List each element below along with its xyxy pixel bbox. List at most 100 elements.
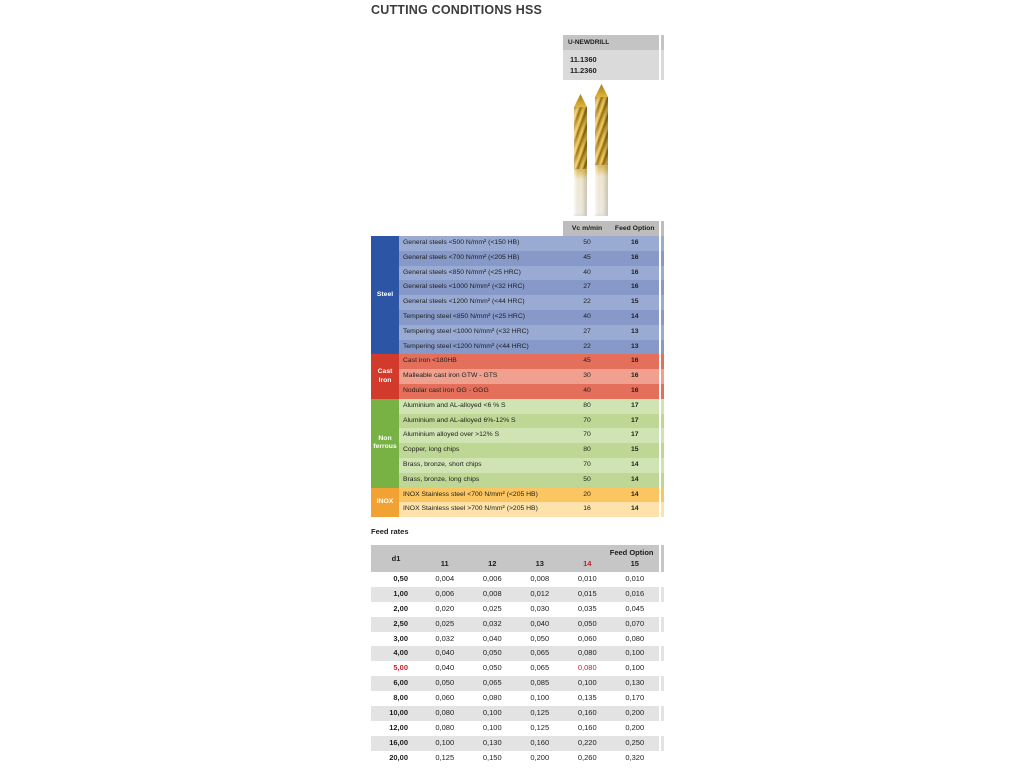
vc-column-header: Vc m/min (571, 225, 603, 232)
d1-value: 5,00 (371, 661, 421, 677)
vc-value: 70 (563, 428, 611, 444)
next-column-sliver (660, 443, 664, 458)
feed-rate-value: 0,030 (516, 601, 564, 617)
material-row: Cast iron <180HB 45 16 (371, 354, 664, 370)
next-column-sliver (660, 236, 664, 251)
next-column-sliver (660, 750, 664, 766)
feed-rate-value: 0,025 (468, 601, 516, 617)
d1-value: 2,50 (371, 616, 421, 632)
material-description: INOX Stainless steel <700 N/mm² (<205 HB… (399, 487, 563, 503)
feed-option-value: 14 (611, 487, 659, 503)
feed-rate-value: 0,160 (563, 706, 611, 721)
next-column-sliver (660, 221, 664, 236)
d1-value: 20,00 (371, 750, 421, 766)
next-column-sliver (660, 676, 664, 692)
material-row: INOX Stainless steel >700 N/mm² (>205 HB… (371, 502, 664, 518)
feed-rate-value: 0,010 (611, 572, 659, 587)
feed-rate-value: 0,006 (468, 572, 516, 587)
feed-rate-value: 0,100 (611, 646, 659, 662)
next-column-sliver (660, 339, 664, 355)
material-row: Nodular cast iron GG - GGG 40 16 (371, 383, 664, 399)
material-description: Malleable cast iron GTW - GTS (399, 369, 563, 384)
feed-rate-value: 0,065 (516, 661, 564, 677)
vc-value: 27 (563, 280, 611, 296)
vc-value: 80 (563, 398, 611, 414)
feed-option-value: 16 (611, 383, 659, 399)
feed-rate-value: 0,250 (611, 735, 659, 751)
material-row: General steels <1200 N/mm² (<44 HRC) 22 15 (371, 295, 664, 310)
material-row: Copper, long chips 80 15 (371, 443, 664, 458)
next-column-sliver (660, 487, 664, 503)
next-column-sliver (660, 572, 664, 587)
feed-rate-value: 0,135 (563, 691, 611, 707)
feed-rate-value: 0,050 (563, 616, 611, 632)
feed-rates-rows: 0,50 0,004 0,006 0,008 0,010 0,010 1,00 0,006 0,… (371, 572, 664, 766)
material-description: General steels <500 N/mm² (<150 HB) (399, 236, 563, 251)
feed-rate-row: 2,50 0,025 0,032 0,040 0,050 0,070 (371, 616, 664, 632)
material-row: General steels <850 N/mm² (<25 HRC) 40 16 (371, 265, 664, 281)
next-column-sliver (660, 691, 664, 707)
next-column-sliver (660, 631, 664, 647)
feed-option-value: 14 (611, 309, 659, 325)
feed-rate-value: 0,130 (468, 735, 516, 751)
next-column-sliver (660, 398, 664, 414)
feed-rate-value: 0,125 (516, 706, 564, 721)
feed-rate-row: 16,00 0,100 0,130 0,160 0,220 0,250 (371, 735, 664, 751)
feed-rate-value: 0,100 (563, 676, 611, 692)
feed-rate-value: 0,150 (468, 750, 516, 766)
d1-value: 0,50 (371, 572, 421, 587)
drill-tip (574, 94, 587, 107)
product-image (563, 80, 659, 221)
drill-shank (595, 165, 608, 216)
feed-rate-value: 0,080 (563, 661, 611, 677)
feed-rate-value: 0,220 (563, 735, 611, 751)
vc-value: 40 (563, 265, 611, 281)
d1-value: 6,00 (371, 676, 421, 692)
feed-option-value: 17 (611, 428, 659, 444)
feed-rate-value: 0,008 (468, 586, 516, 602)
feed-rate-value: 0,004 (421, 572, 469, 587)
feed-option-value: 14 (611, 502, 659, 518)
vc-value: 45 (563, 354, 611, 370)
next-column-sliver (660, 354, 664, 370)
feed-option-value: 17 (611, 413, 659, 429)
drill-bit-image (574, 94, 587, 216)
material-row: Aluminium and AL-alloyed 6%-12% S 70 17 (371, 413, 664, 429)
feed-rate-row: 4,00 0,040 0,050 0,065 0,080 0,100 (371, 646, 664, 662)
feed-rate-row: 6,00 0,050 0,065 0,085 0,100 0,130 (371, 676, 664, 692)
feed-rate-value: 0,080 (611, 631, 659, 647)
feed-rate-value: 0,160 (563, 720, 611, 736)
feed-option-number: 15 (630, 559, 639, 568)
d1-value: 16,00 (371, 735, 421, 751)
feed-rate-value: 0,040 (421, 661, 469, 677)
feed-rate-value: 0,008 (516, 572, 564, 587)
next-column-sliver (660, 502, 664, 518)
product-code: 11.2360 (570, 65, 597, 75)
next-column-sliver (660, 472, 664, 488)
feed-option-number: 13 (535, 559, 544, 568)
next-column-sliver (660, 35, 664, 50)
next-column-sliver (660, 250, 664, 266)
next-column-sliver (660, 601, 664, 617)
feed-rate-row: 3,00 0,032 0,040 0,050 0,060 0,080 (371, 631, 664, 647)
feed-option-number: 12 (488, 559, 497, 568)
next-column-sliver (660, 661, 664, 677)
feed-rate-value: 0,040 (468, 631, 516, 647)
material-row: Malleable cast iron GTW - GTS 30 16 (371, 369, 664, 384)
next-column-sliver (660, 586, 664, 602)
vc-value: 30 (563, 369, 611, 384)
material-group-label: Steel (371, 236, 399, 355)
feed-rate-value: 0,050 (468, 661, 516, 677)
feed-option-value: 16 (611, 236, 659, 251)
product-name-band: U-NEWDRILL (563, 35, 659, 50)
drill-tip (595, 84, 608, 97)
feed-option-value: 16 (611, 250, 659, 266)
vc-value: 22 (563, 295, 611, 310)
feed-option-number: 11 (440, 559, 449, 568)
material-description: Tempering steel <850 N/mm² (<25 HRC) (399, 309, 563, 325)
feed-rate-value: 0,025 (421, 616, 469, 632)
feed-option-numbers: 11 12 13 14 15 (421, 558, 659, 572)
column-headers: Vc m/min Feed Option (563, 221, 659, 236)
feed-option-number: 14 (583, 559, 592, 568)
feed-rate-value: 0,170 (611, 691, 659, 707)
